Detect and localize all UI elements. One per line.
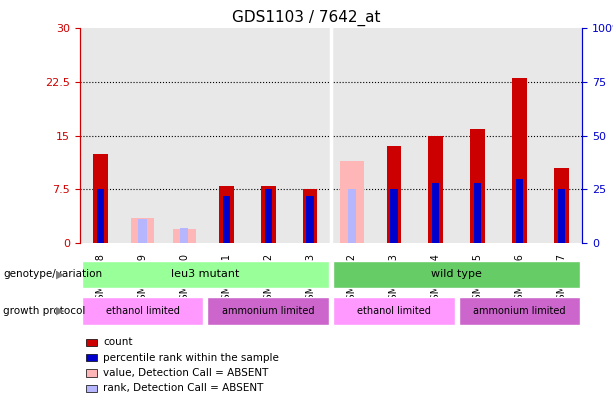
Text: leu3 mutant: leu3 mutant: [171, 269, 240, 279]
Text: ▶: ▶: [56, 269, 64, 279]
Bar: [432, 183, 440, 243]
Bar: [219, 186, 234, 243]
Bar: [265, 190, 272, 243]
Bar: [180, 228, 188, 243]
Bar: [86, 354, 97, 361]
Bar: [333, 261, 581, 288]
Bar: [139, 220, 147, 243]
Text: value, Detection Call = ABSENT: value, Detection Call = ABSENT: [103, 368, 268, 378]
Bar: [131, 218, 154, 243]
Bar: [558, 190, 565, 243]
Text: percentile rank within the sample: percentile rank within the sample: [103, 353, 279, 362]
Text: ethanol limited: ethanol limited: [357, 306, 431, 316]
Bar: [82, 297, 204, 324]
Text: count: count: [103, 337, 132, 347]
Bar: [470, 128, 485, 243]
Bar: [93, 153, 108, 243]
Bar: [86, 385, 97, 392]
Bar: [516, 179, 523, 243]
Bar: [348, 190, 356, 243]
Text: GDS1103 / 7642_at: GDS1103 / 7642_at: [232, 10, 381, 26]
Text: ammonium limited: ammonium limited: [222, 306, 314, 316]
Bar: [261, 186, 275, 243]
Bar: [97, 190, 104, 243]
Text: ▶: ▶: [56, 306, 64, 316]
Text: growth protocol: growth protocol: [3, 306, 85, 316]
Text: rank, Detection Call = ABSENT: rank, Detection Call = ABSENT: [103, 384, 264, 393]
Bar: [554, 168, 569, 243]
Bar: [223, 196, 230, 243]
Bar: [333, 297, 455, 324]
Bar: [306, 196, 314, 243]
Bar: [387, 147, 401, 243]
Bar: [340, 161, 364, 243]
Text: wild type: wild type: [432, 269, 482, 279]
Bar: [173, 229, 196, 243]
Text: genotype/variation: genotype/variation: [3, 269, 102, 279]
Bar: [512, 79, 527, 243]
Text: ethanol limited: ethanol limited: [105, 306, 180, 316]
Text: ammonium limited: ammonium limited: [473, 306, 566, 316]
Bar: [306, 227, 314, 243]
Bar: [474, 183, 481, 243]
Bar: [459, 297, 581, 324]
Bar: [86, 369, 97, 377]
Bar: [303, 190, 318, 243]
Bar: [428, 136, 443, 243]
Bar: [86, 339, 97, 346]
Bar: [82, 261, 329, 288]
Bar: [207, 297, 329, 324]
Bar: [390, 190, 397, 243]
